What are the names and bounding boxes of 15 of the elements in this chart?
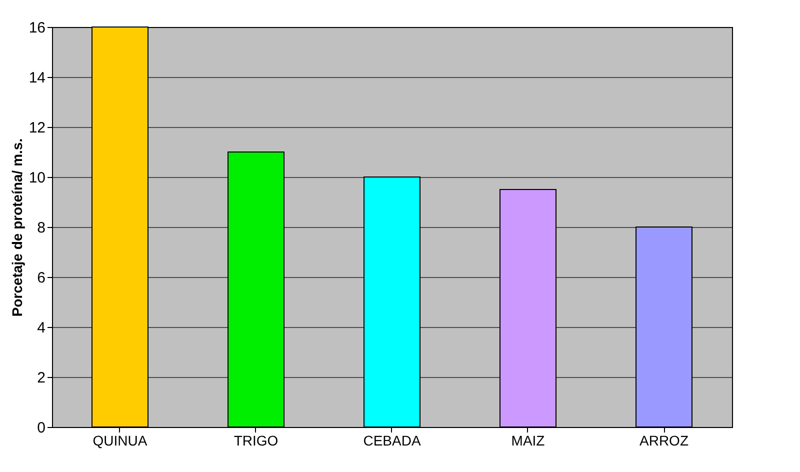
y-tick-label: 16 [28, 20, 46, 36]
x-tick-label: ARROZ [640, 432, 689, 448]
y-tick-label: 8 [37, 220, 46, 236]
y-tick-label: 6 [37, 270, 46, 286]
y-tick-label: 4 [37, 320, 46, 336]
x-tick-label: CEBADA [363, 432, 422, 448]
y-tick-label: 0 [37, 420, 46, 436]
x-tick-label: TRIGO [234, 432, 278, 448]
x-tick-label: QUINUA [92, 432, 148, 448]
y-tick-label: 2 [37, 370, 46, 386]
y-tick-label: 12 [28, 120, 46, 136]
y-tick-label: 10 [28, 170, 46, 186]
y-axis-title: Porcetaje de proteína/ m.s. [8, 138, 25, 317]
x-tick-label: MAIZ [511, 432, 546, 448]
y-tick-label: 14 [28, 70, 46, 86]
